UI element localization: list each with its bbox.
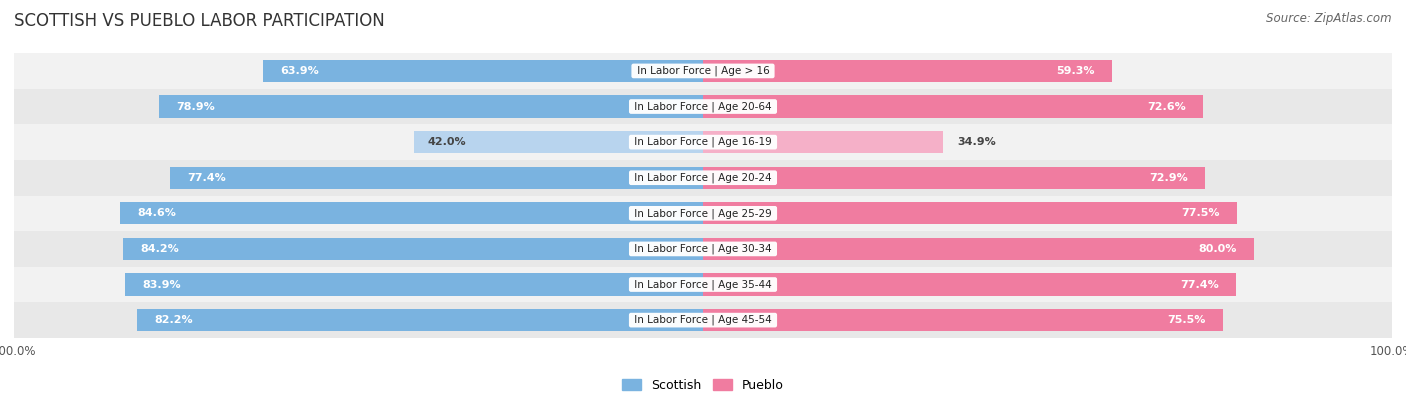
- Text: 84.6%: 84.6%: [138, 208, 176, 218]
- Bar: [170, 167, 703, 189]
- Bar: [120, 202, 703, 224]
- Text: 78.9%: 78.9%: [177, 102, 215, 111]
- Bar: [703, 238, 1254, 260]
- Bar: [136, 309, 703, 331]
- Bar: [703, 202, 1237, 224]
- Bar: [122, 238, 703, 260]
- Text: 77.4%: 77.4%: [1180, 280, 1219, 290]
- Text: SCOTTISH VS PUEBLO LABOR PARTICIPATION: SCOTTISH VS PUEBLO LABOR PARTICIPATION: [14, 12, 385, 30]
- Bar: [14, 302, 1392, 338]
- Bar: [14, 160, 1392, 196]
- Text: In Labor Force | Age 16-19: In Labor Force | Age 16-19: [631, 137, 775, 147]
- Bar: [703, 273, 1236, 295]
- Text: 84.2%: 84.2%: [141, 244, 179, 254]
- Bar: [14, 124, 1392, 160]
- Bar: [14, 53, 1392, 89]
- Text: 34.9%: 34.9%: [957, 137, 995, 147]
- Text: 75.5%: 75.5%: [1167, 315, 1206, 325]
- Legend: Scottish, Pueblo: Scottish, Pueblo: [617, 374, 789, 395]
- Bar: [703, 309, 1223, 331]
- Bar: [14, 231, 1392, 267]
- Bar: [14, 267, 1392, 302]
- Text: 83.9%: 83.9%: [142, 280, 181, 290]
- Text: 77.5%: 77.5%: [1181, 208, 1219, 218]
- Text: In Labor Force | Age 45-54: In Labor Force | Age 45-54: [631, 315, 775, 325]
- Text: In Labor Force | Age 20-64: In Labor Force | Age 20-64: [631, 101, 775, 112]
- Bar: [159, 96, 703, 118]
- Bar: [703, 131, 943, 153]
- Text: 80.0%: 80.0%: [1198, 244, 1237, 254]
- Text: In Labor Force | Age > 16: In Labor Force | Age > 16: [634, 66, 772, 76]
- Text: 42.0%: 42.0%: [427, 137, 465, 147]
- Text: In Labor Force | Age 25-29: In Labor Force | Age 25-29: [631, 208, 775, 218]
- Text: 72.6%: 72.6%: [1147, 102, 1185, 111]
- Bar: [413, 131, 703, 153]
- Text: 82.2%: 82.2%: [153, 315, 193, 325]
- Bar: [14, 196, 1392, 231]
- Text: In Labor Force | Age 30-34: In Labor Force | Age 30-34: [631, 244, 775, 254]
- Bar: [14, 89, 1392, 124]
- Bar: [125, 273, 703, 295]
- Bar: [263, 60, 703, 82]
- Text: In Labor Force | Age 35-44: In Labor Force | Age 35-44: [631, 279, 775, 290]
- Text: Source: ZipAtlas.com: Source: ZipAtlas.com: [1267, 12, 1392, 25]
- Bar: [703, 96, 1204, 118]
- Bar: [703, 60, 1112, 82]
- Text: 77.4%: 77.4%: [187, 173, 226, 183]
- Text: 63.9%: 63.9%: [280, 66, 319, 76]
- Text: 59.3%: 59.3%: [1056, 66, 1094, 76]
- Text: In Labor Force | Age 20-24: In Labor Force | Age 20-24: [631, 173, 775, 183]
- Bar: [703, 167, 1205, 189]
- Text: 72.9%: 72.9%: [1149, 173, 1188, 183]
